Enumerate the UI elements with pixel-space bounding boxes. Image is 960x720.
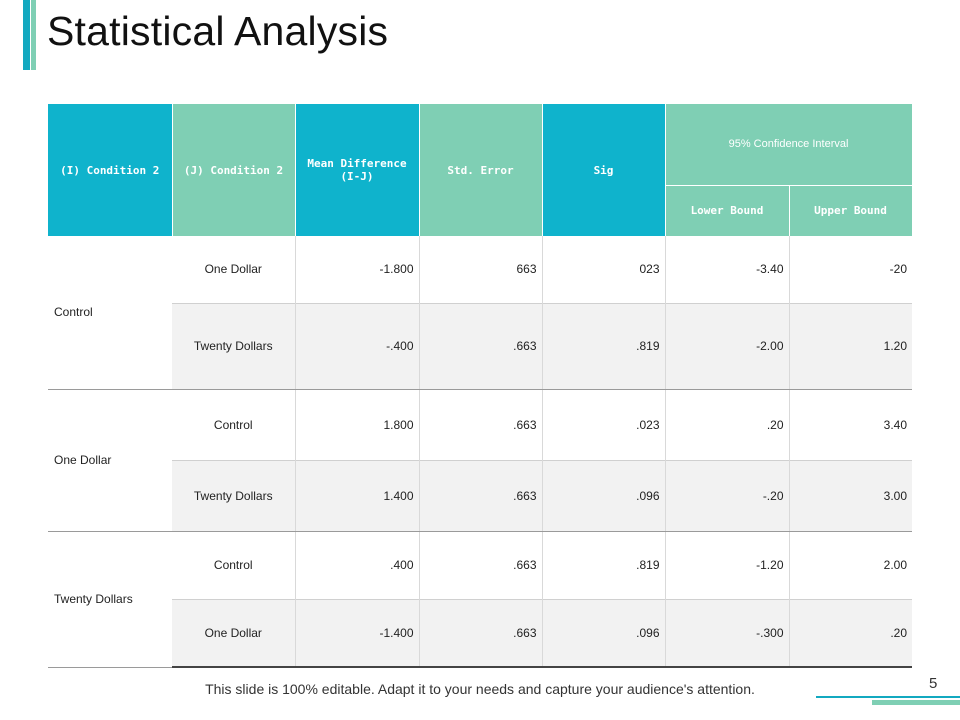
mean-difference-cell: -1.800 — [295, 236, 420, 303]
sig-cell: .819 — [542, 302, 666, 390]
lower-bound-cell: -1.20 — [665, 531, 790, 599]
sig-cell: .023 — [542, 389, 666, 460]
lower-bound-cell: -.20 — [665, 459, 790, 532]
sig-cell: 023 — [542, 236, 666, 303]
header-std-error: Std. Error — [419, 104, 543, 236]
mean-difference-cell: 1.400 — [295, 459, 420, 532]
header-sig: Sig — [542, 104, 666, 236]
table-row: One Dollar Control 1.800 .663 .023 .20 3… — [48, 389, 913, 532]
mean-difference-cell: -.400 — [295, 302, 420, 390]
title-accent-bar-light — [31, 0, 36, 70]
title-accent-bar — [23, 0, 30, 70]
condition-cell: One Dollar — [172, 598, 296, 668]
group-label: Twenty Dollars — [48, 531, 172, 668]
condition-cell: One Dollar — [172, 236, 296, 303]
mean-difference-cell: -1.400 — [295, 598, 420, 668]
std-error-cell: .663 — [419, 598, 543, 668]
header-j-condition: (J) Condition 2 — [172, 104, 296, 236]
statistics-table: (I) Condition 2 (J) Condition 2 Mean Dif… — [48, 104, 913, 668]
lower-bound-cell: .20 — [665, 389, 790, 460]
group-label: Control — [48, 236, 172, 390]
mean-difference-cell: .400 — [295, 531, 420, 599]
upper-bound-cell: 3.00 — [789, 459, 913, 532]
mean-difference-cell: 1.800 — [295, 389, 420, 460]
condition-cell: Twenty Dollars — [172, 302, 296, 390]
table-row: Twenty Dollars Control .400 .663 .819 -1… — [48, 531, 913, 668]
table-row: One Dollar -1.400 .663 .096 -.300 .20 — [48, 598, 913, 668]
page-title: Statistical Analysis — [47, 8, 389, 54]
table-row: Twenty Dollars -.400 .663 .819 -2.00 1.2… — [48, 302, 913, 390]
page-number: 5 — [929, 675, 938, 692]
footer-text: This slide is 100% editable. Adapt it to… — [205, 681, 755, 697]
table-row: Control One Dollar -1.800 663 023 -3.40 … — [48, 236, 913, 390]
sig-cell: .096 — [542, 459, 666, 532]
lower-bound-cell: -3.40 — [665, 236, 790, 303]
condition-cell: Twenty Dollars — [172, 459, 296, 532]
header-upper-bound: Upper Bound — [789, 184, 913, 236]
std-error-cell: .663 — [419, 302, 543, 390]
table-row: Twenty Dollars 1.400 .663 .096 -.20 3.00 — [48, 459, 913, 532]
sig-cell: .096 — [542, 598, 666, 668]
std-error-cell: .663 — [419, 531, 543, 599]
header-confidence-interval: 95% Confidence Interval — [665, 104, 913, 185]
condition-cell: Control — [172, 531, 296, 599]
upper-bound-cell: 3.40 — [789, 389, 913, 460]
sig-cell: .819 — [542, 531, 666, 599]
footer-accent-bar — [872, 700, 960, 705]
group-label: One Dollar — [48, 389, 172, 532]
std-error-cell: 663 — [419, 236, 543, 303]
header-lower-bound: Lower Bound — [665, 184, 790, 236]
std-error-cell: .663 — [419, 459, 543, 532]
upper-bound-cell: 2.00 — [789, 531, 913, 599]
header-i-condition: (I) Condition 2 — [48, 104, 173, 236]
std-error-cell: .663 — [419, 389, 543, 460]
upper-bound-cell: 1.20 — [789, 302, 913, 390]
header-mean-difference: Mean Difference (I-J) — [295, 104, 420, 236]
lower-bound-cell: -.300 — [665, 598, 790, 668]
condition-cell: Control — [172, 389, 296, 460]
upper-bound-cell: .20 — [789, 598, 913, 668]
footer-accent-line — [816, 696, 960, 698]
lower-bound-cell: -2.00 — [665, 302, 790, 390]
upper-bound-cell: -20 — [789, 236, 913, 303]
